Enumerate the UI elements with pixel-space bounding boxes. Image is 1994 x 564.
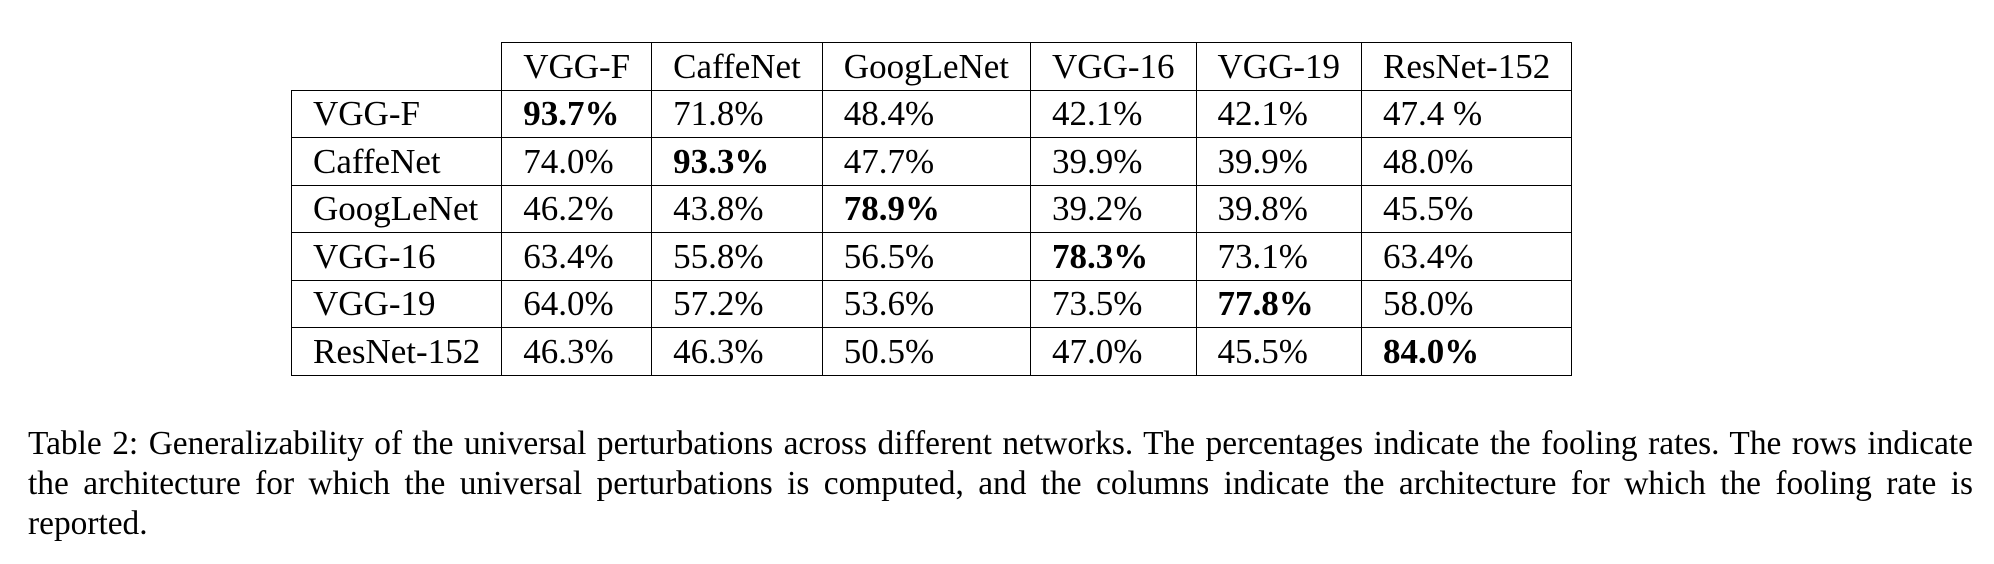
row-header: VGG-F: [290, 89, 503, 138]
best-fooling-rate-cell: 93.7%: [501, 89, 653, 138]
column-header: ResNet-152: [1360, 42, 1573, 91]
table-row: VGG-19 64.0% 57.2% 53.6% 73.5% 77.8% 58.0%: [290, 279, 1573, 328]
table-caption: Table 2: Generalizability of the univers…: [28, 425, 1973, 542]
header-row: VGG-F CaffeNet GoogLeNet VGG-16 VGG-19 ResNet…: [291, 42, 1573, 91]
fooling-rate-cell: 64.0%: [501, 279, 653, 328]
row-header: VGG-19: [290, 279, 503, 328]
fooling-rate-cell: 74.0%: [501, 137, 653, 186]
fooling-rate-cell: 45.5%: [1360, 184, 1573, 233]
table-row: ResNet-152 46.3% 46.3% 50.5% 47.0% 45.5% 84.0%: [290, 327, 1573, 376]
row-header: CaffeNet: [290, 137, 503, 186]
row-header: GoogLeNet: [290, 184, 503, 233]
fooling-rate-cell: 39.2%: [1030, 184, 1197, 233]
fooling-rate-cell: 46.3%: [651, 327, 823, 376]
column-header: VGG-19: [1195, 42, 1363, 91]
table-body: VGG-F CaffeNet GoogLeNet VGG-16 VGG-19 ResNet…: [290, 42, 1573, 376]
fooling-rate-cell: 48.0%: [1360, 137, 1573, 186]
fooling-rate-cell: 73.5%: [1030, 279, 1197, 328]
fooling-rate-cell: 56.5%: [821, 232, 1032, 281]
fooling-rate-cell: 57.2%: [651, 279, 823, 328]
best-fooling-rate-cell: 93.3%: [651, 137, 823, 186]
fooling-rate-cell: 55.8%: [651, 232, 823, 281]
best-fooling-rate-cell: 78.3%: [1030, 232, 1197, 281]
empty-corner-cell: [291, 42, 503, 91]
fooling-rate-cell: 42.1%: [1195, 89, 1363, 138]
fooling-rate-cell: 39.9%: [1195, 137, 1363, 186]
column-header: VGG-16: [1030, 42, 1197, 91]
best-fooling-rate-cell: 84.0%: [1360, 327, 1573, 376]
fooling-rate-cell: 58.0%: [1360, 279, 1573, 328]
fooling-rate-cell: 48.4%: [821, 89, 1032, 138]
best-fooling-rate-cell: 77.8%: [1195, 279, 1363, 328]
column-header: VGG-F: [501, 42, 653, 91]
fooling-rate-cell: 39.8%: [1195, 184, 1363, 233]
fooling-rate-cell: 46.2%: [501, 184, 653, 233]
fooling-rate-table: VGG-F CaffeNet GoogLeNet VGG-16 VGG-19 ResNet…: [290, 42, 1573, 376]
fooling-rate-cell: 42.1%: [1030, 89, 1197, 138]
column-header: CaffeNet: [651, 42, 823, 91]
fooling-rate-cell: 47.4 %: [1360, 89, 1573, 138]
fooling-rate-cell: 63.4%: [1360, 232, 1573, 281]
row-header: VGG-16: [290, 232, 503, 281]
table-row: GoogLeNet 46.2% 43.8% 78.9% 39.2% 39.8% 45.5%: [290, 184, 1573, 233]
fooling-rate-cell: 39.9%: [1030, 137, 1197, 186]
fooling-rate-cell: 50.5%: [821, 327, 1032, 376]
table-row: CaffeNet 74.0% 93.3% 47.7% 39.9% 39.9% 48.0%: [290, 137, 1573, 186]
best-fooling-rate-cell: 78.9%: [821, 184, 1032, 233]
table-row: VGG-F 93.7% 71.8% 48.4% 42.1% 42.1% 47.4 %: [290, 89, 1573, 138]
fooling-rate-cell: 43.8%: [651, 184, 823, 233]
fooling-rate-cell: 47.0%: [1030, 327, 1197, 376]
fooling-rate-cell: 53.6%: [821, 279, 1032, 328]
fooling-rate-cell: 45.5%: [1195, 327, 1363, 376]
fooling-rate-cell: 73.1%: [1195, 232, 1363, 281]
table-row: VGG-16 63.4% 55.8% 56.5% 78.3% 73.1% 63.4%: [290, 232, 1573, 281]
fooling-rate-cell: 71.8%: [651, 89, 823, 138]
row-header: ResNet-152: [290, 327, 503, 376]
column-header: GoogLeNet: [821, 42, 1032, 91]
fooling-rate-cell: 47.7%: [821, 137, 1032, 186]
fooling-rate-cell: 63.4%: [501, 232, 653, 281]
fooling-rate-cell: 46.3%: [501, 327, 653, 376]
